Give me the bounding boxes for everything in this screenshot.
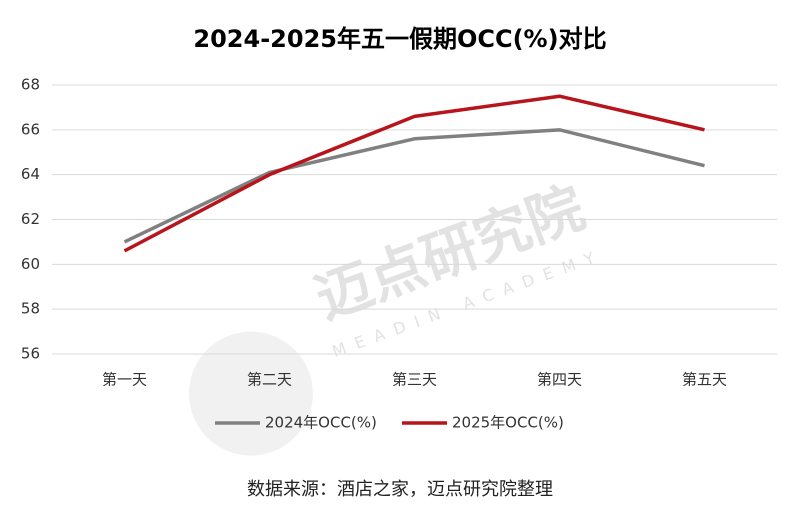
x-tick-label: 第三天 <box>392 371 437 389</box>
x-tick-label: 第五天 <box>682 371 727 389</box>
chart-title: 2024-2025年五一假期OCC(%)对比 <box>193 25 606 53</box>
watermark-logo <box>188 331 313 456</box>
legend-label: 2025年OCC(%) <box>452 414 564 432</box>
x-tick-label: 第一天 <box>102 371 147 389</box>
y-tick-label: 68 <box>21 76 40 94</box>
source: 数据来源：酒店之家，迈点研究院整理 <box>247 479 553 500</box>
y-tick-label: 62 <box>21 210 40 228</box>
series-line <box>123 128 705 244</box>
y-tick-label: 66 <box>21 120 40 138</box>
y-tick-label: 58 <box>21 300 40 318</box>
x-tick-label: 第四天 <box>537 371 582 389</box>
y-tick-label: 56 <box>21 345 40 363</box>
series-line <box>123 94 705 253</box>
legend-label: 2024年OCC(%) <box>265 414 377 432</box>
x-tick-label: 第二天 <box>247 371 292 389</box>
y-tick-label: 64 <box>21 165 40 183</box>
y-tick-label: 60 <box>21 255 40 273</box>
